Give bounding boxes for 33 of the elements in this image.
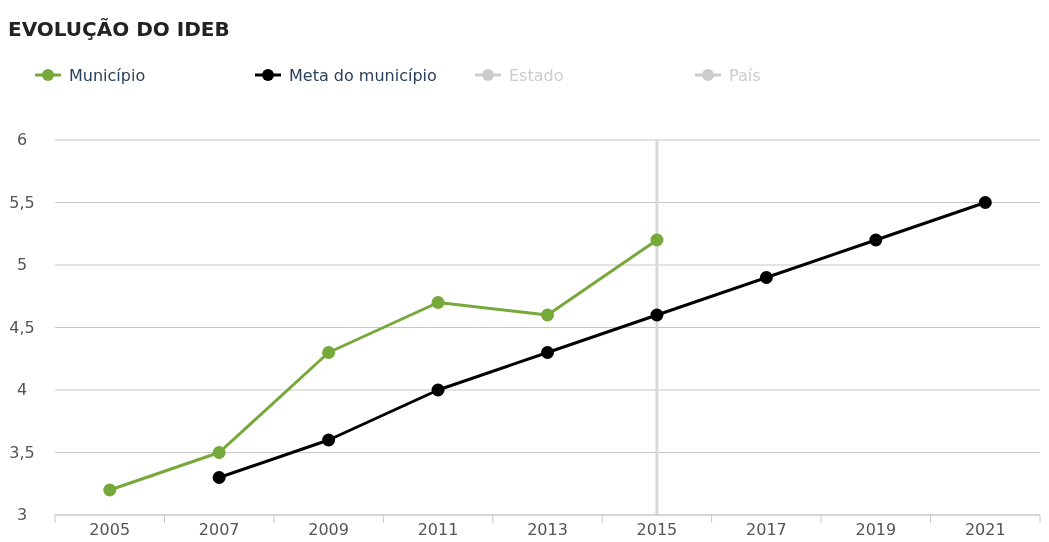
- point: [541, 308, 554, 322]
- x-tick-label: 2009: [308, 520, 349, 539]
- x-tick-label: 2005: [89, 520, 131, 539]
- point: [869, 233, 883, 247]
- y-tick-label: 5: [16, 255, 28, 274]
- y-tick-label: 4,5: [9, 317, 35, 337]
- x-tick-label: 2011: [417, 520, 459, 539]
- point: [322, 433, 336, 447]
- legend-label: Meta do município: [289, 66, 437, 85]
- point: [650, 233, 664, 247]
- x-tick-label: 2019: [855, 520, 897, 539]
- x-tick-label: 2007: [198, 520, 240, 539]
- point: [978, 196, 992, 209]
- y-tick-label: 6: [16, 130, 28, 149]
- point: [650, 308, 664, 322]
- point: [541, 346, 554, 359]
- legend-label: Município: [69, 66, 146, 85]
- y-tick-label: 3: [16, 505, 28, 524]
- point: [431, 383, 445, 397]
- point: [759, 271, 773, 284]
- y-tick-label: 4: [16, 380, 28, 399]
- point: [103, 483, 117, 497]
- point: [322, 346, 336, 359]
- chart-title: EVOLUÇÃO DO IDEB: [8, 17, 230, 41]
- x-tick-label: 2017: [746, 520, 787, 539]
- x-tick-label: 2013: [527, 520, 568, 539]
- x-tick-label: 2021: [964, 520, 1006, 539]
- y-tick-label: 3,5: [9, 442, 35, 462]
- point: [212, 471, 226, 484]
- x-tick-label: 2015: [636, 520, 678, 539]
- point: [431, 296, 445, 309]
- point: [212, 446, 226, 459]
- y-tick-label: 5,5: [9, 192, 35, 212]
